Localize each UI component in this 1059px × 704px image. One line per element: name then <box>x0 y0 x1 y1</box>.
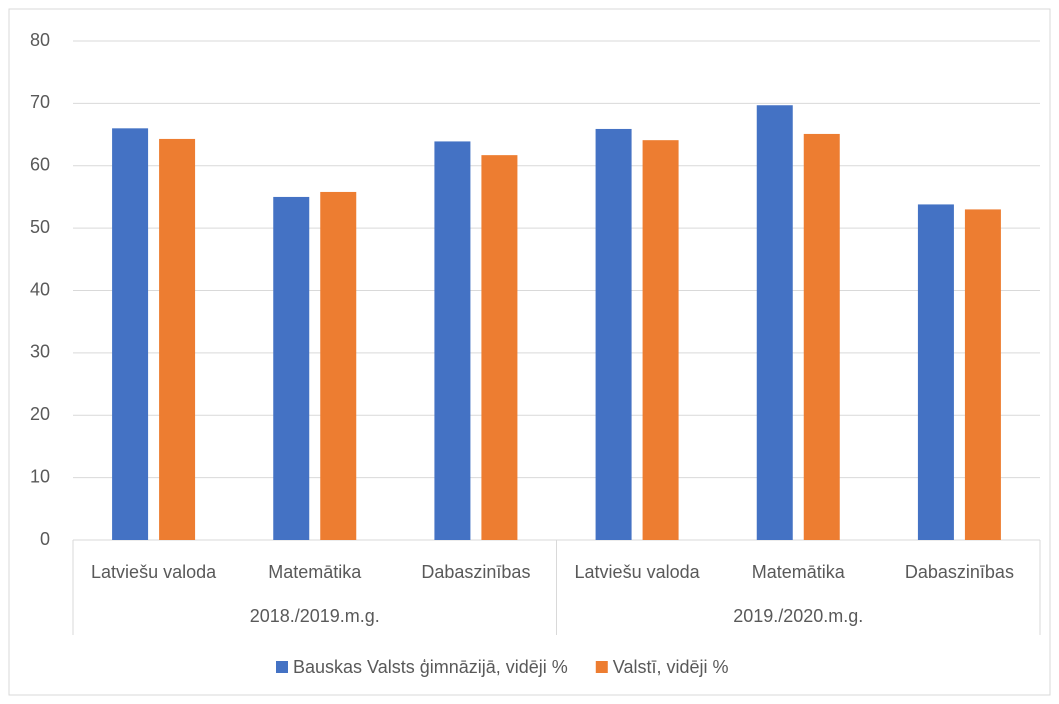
y-tick-label: 40 <box>30 279 50 299</box>
x-tick-label: Latviešu valoda <box>575 562 701 582</box>
y-tick-label: 30 <box>30 342 50 362</box>
bar <box>112 128 149 540</box>
legend-swatch <box>595 661 608 673</box>
bar <box>964 209 1001 540</box>
bar <box>642 140 679 540</box>
y-tick-label: 80 <box>30 30 50 50</box>
y-tick-label: 70 <box>30 92 50 112</box>
x-tick-label: Latviešu valoda <box>91 562 217 582</box>
bar <box>803 133 840 540</box>
legend-label: Bauskas Valsts ģimnāzijā, vidēji % <box>293 657 568 677</box>
group-label: 2018./2019.m.g. <box>250 606 380 626</box>
legend-swatch <box>276 661 288 673</box>
bar <box>481 155 518 541</box>
bar <box>320 191 357 540</box>
y-tick-label: 60 <box>30 155 50 175</box>
group-label: 2019./2020.m.g. <box>733 606 863 626</box>
y-tick-label: 0 <box>40 529 50 549</box>
bar <box>159 138 196 540</box>
bar <box>273 196 310 540</box>
bar <box>917 204 954 541</box>
y-tick-label: 10 <box>30 466 50 486</box>
x-tick-label: Dabaszinības <box>421 562 530 582</box>
legend-label: Valstī, vidēji % <box>613 657 729 677</box>
x-tick-label: Matemātika <box>268 562 362 582</box>
x-tick-label: Dabaszinības <box>905 562 1014 582</box>
bar <box>595 128 632 541</box>
x-tick-label: Matemātika <box>752 562 846 582</box>
y-tick-label: 20 <box>30 404 50 424</box>
bar <box>756 105 793 540</box>
y-tick-label: 50 <box>30 217 50 237</box>
bar <box>434 141 471 540</box>
